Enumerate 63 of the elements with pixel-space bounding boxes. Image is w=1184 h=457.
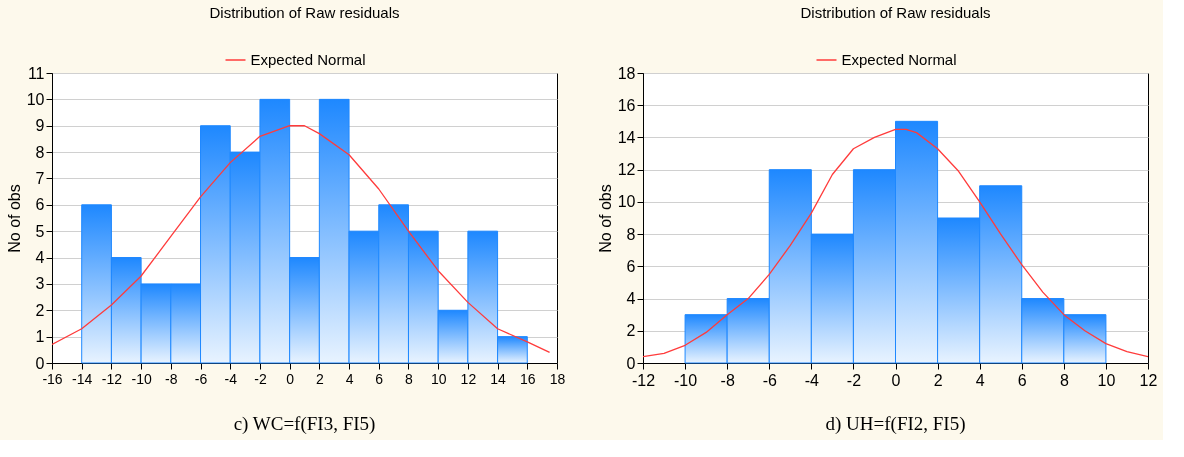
y-tick-label: 5 (35, 222, 45, 240)
x-tick-label: -8 (165, 370, 178, 387)
y-axis-title: No of obs (5, 184, 23, 253)
x-tick-label: 14 (490, 370, 507, 387)
x-tick-label: -14 (72, 370, 93, 387)
y-tick-label: 9 (35, 117, 45, 135)
legend-label: Expected Normal (250, 51, 366, 68)
y-tick-label: 4 (35, 249, 45, 267)
x-tick-label: -4 (804, 371, 820, 389)
y-tick-label: 10 (617, 193, 636, 211)
x-tick-label: 12 (1139, 371, 1158, 389)
y-axis-title: No of obs (596, 184, 614, 253)
y-tick-label: 6 (626, 257, 636, 275)
x-tick-label: 2 (315, 370, 324, 387)
x-tick-label: 2 (933, 371, 943, 389)
x-tick-label: -10 (674, 371, 698, 389)
line-series (52, 125, 551, 354)
text: d) UH=f(FI2, FI5) (825, 413, 966, 435)
x-tick-label: -12 (631, 371, 656, 389)
x-tick-label: -12 (101, 370, 123, 387)
x-tick-label: 4 (975, 371, 985, 389)
y-tick-label: 2 (626, 322, 636, 340)
y-tick-label: 16 (617, 96, 636, 114)
y-tick-label: 10 (26, 90, 45, 108)
x-tick-label: -4 (224, 370, 238, 387)
x-tick-label: -6 (194, 370, 208, 387)
y-tick-label: 3 (35, 275, 45, 293)
y-tick-label: 7 (35, 169, 45, 187)
chart-title: Distribution of Raw residuals (800, 4, 991, 21)
x-tick-label: -8 (720, 371, 735, 389)
y-tick-label: 4 (626, 290, 636, 308)
y-tick-label: 12 (617, 161, 636, 179)
x-tick-label: -2 (846, 371, 862, 389)
y-tick-label: 8 (35, 143, 45, 161)
y-tick-label: 11 (27, 64, 45, 82)
y-tick-label: 8 (626, 225, 636, 243)
text: c) WC=f(FI3, FI5) (233, 413, 376, 435)
x-tick-label: -16 (42, 370, 63, 387)
y-tick-label: 18 (617, 64, 636, 82)
x-tick-label: 6 (1017, 371, 1027, 389)
x-tick-label: 10 (430, 370, 447, 387)
y-tick-label: 0 (626, 354, 636, 372)
x-tick-label: 8 (1059, 371, 1069, 389)
y-tick-label: 2 (35, 301, 45, 319)
x-tick-label: 10 (1097, 371, 1116, 389)
x-tick-label: 0 (891, 371, 901, 389)
x-tick-label: -2 (254, 370, 267, 387)
x-tick-label: -6 (762, 371, 777, 389)
x-tick-label: -10 (131, 370, 152, 387)
y-tick-label: 14 (617, 128, 636, 146)
x-tick-label: 0 (286, 370, 295, 387)
y-tick-label: 0 (35, 354, 45, 372)
y-tick-label: 1 (35, 328, 45, 346)
x-tick-label: 12 (460, 370, 477, 387)
x-tick-label: 18 (549, 370, 566, 387)
y-tick-label: 6 (35, 196, 45, 214)
legend-label: Expected Normal (841, 51, 957, 68)
x-tick-label: 8 (405, 370, 414, 387)
x-tick-label: 16 (520, 370, 536, 387)
chart-title: Distribution of Raw residuals (209, 4, 400, 21)
x-tick-label: 6 (375, 370, 384, 387)
x-tick-label: 4 (345, 370, 354, 387)
line-series (643, 128, 1148, 358)
